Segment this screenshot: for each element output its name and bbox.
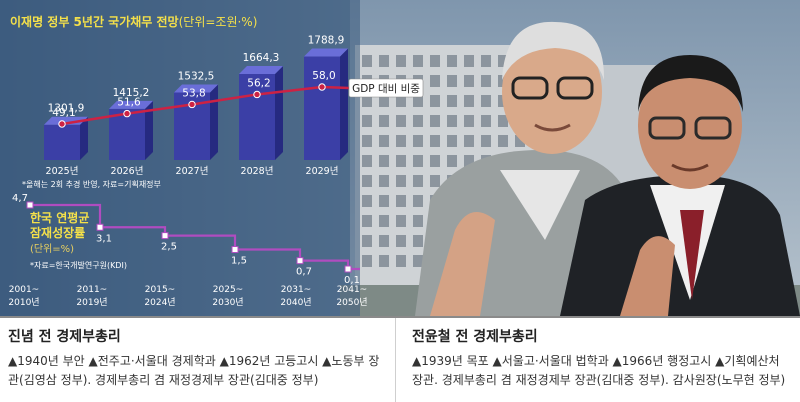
debt-bar bbox=[239, 65, 283, 160]
growth-chart-title-line2: 잠재성장률 bbox=[30, 225, 85, 240]
debt-chart-title-text: 이재명 정부 5년간 국가채무 전망 bbox=[10, 14, 179, 29]
growth-chart-title-line1: 한국 연평균 bbox=[30, 210, 89, 225]
growth-value-label: 0,7 bbox=[296, 267, 312, 278]
ratio-legend: GDP 대비 비중 bbox=[348, 78, 424, 98]
growth-value-label: 0,1 bbox=[344, 275, 360, 286]
growth-value-label: 1,5 bbox=[231, 256, 247, 267]
growth-period-label: 2024년 bbox=[144, 297, 175, 308]
growth-value-label: 4,7 bbox=[12, 193, 28, 204]
growth-period-label: 2050년 bbox=[336, 297, 367, 308]
debt-chart-title: 이재명 정부 5년간 국가채무 전망(단위=조원·%) bbox=[10, 14, 257, 29]
growth-chart: 한국 연평균 잠재성장률 (단위=%) *자료=한국개발연구원(KDI) 4,7… bbox=[8, 193, 367, 308]
profile-name: 전윤철 전 경제부총리 bbox=[412, 329, 538, 345]
debt-value-label: 1664,3 bbox=[243, 52, 280, 64]
growth-period-label: 2015~ bbox=[145, 285, 175, 295]
ratio-point bbox=[318, 83, 326, 91]
growth-period-label: 2001~ bbox=[9, 285, 39, 295]
growth-value-label: 3,1 bbox=[96, 233, 112, 244]
profile-jeon-yun-churl: 전윤철 전 경제부총리 ▲1939년 목포 ▲서울고·서울대 법학과 ▲1966… bbox=[404, 318, 800, 402]
ratio-value-label: 58,0 bbox=[312, 70, 335, 82]
debt-value-label: 1301,9 bbox=[48, 103, 85, 115]
ratio-value-label: 56,2 bbox=[247, 77, 270, 89]
ratio-point bbox=[253, 90, 261, 99]
section-divider bbox=[0, 316, 800, 318]
growth-period-label: 2010년 bbox=[8, 297, 39, 308]
growth-period-label: 2040년 bbox=[280, 297, 311, 308]
growth-point bbox=[344, 265, 352, 273]
growth-value-label: 2,5 bbox=[161, 242, 177, 253]
debt-value-label: 1532,5 bbox=[178, 70, 215, 82]
ratio-point bbox=[123, 109, 131, 118]
growth-period-label: 2041~ bbox=[337, 285, 367, 295]
growth-period-label: 2025~ bbox=[213, 285, 243, 295]
profile-bio: ▲1940년 부안 ▲전주고·서울대 경제학과 ▲1962년 고등고시 ▲노동부… bbox=[8, 354, 380, 387]
debt-bar bbox=[44, 116, 88, 160]
growth-chart-source: *자료=한국개발연구원(KDI) bbox=[30, 260, 127, 270]
growth-period-label: 2019년 bbox=[76, 297, 107, 308]
ratio-line bbox=[61, 85, 350, 126]
debt-year-label: 2026년 bbox=[111, 166, 144, 177]
debt-year-label: 2025년 bbox=[46, 166, 79, 177]
debt-bar bbox=[304, 48, 348, 160]
debt-chart: 이재명 정부 5년간 국가채무 전망(단위=조원·%) 1301,9 1415,2… bbox=[10, 14, 424, 189]
growth-period-label: 2011~ bbox=[77, 285, 107, 295]
debt-year-label: 2027년 bbox=[176, 166, 209, 177]
growth-period-label: 2030년 bbox=[212, 297, 243, 308]
profile-jin-nyum: 진념 전 경제부총리 ▲1940년 부안 ▲전주고·서울대 경제학과 ▲1962… bbox=[0, 318, 396, 402]
growth-point bbox=[231, 246, 239, 254]
debt-value-label: 1788,9 bbox=[308, 35, 345, 47]
debt-bar bbox=[109, 100, 153, 160]
portrait-jeon-yun-churl-photo bbox=[560, 55, 800, 316]
ratio-value-label: 49,1 bbox=[52, 107, 75, 119]
debt-chart-unit: (단위=조원·%) bbox=[179, 15, 258, 29]
debt-year-label: 2028년 bbox=[241, 166, 274, 177]
growth-point bbox=[296, 257, 304, 265]
ratio-point bbox=[188, 100, 196, 109]
growth-chart-unit: (단위=%) bbox=[30, 242, 74, 255]
growth-point bbox=[161, 232, 169, 240]
ratio-legend-label: GDP 대비 비중 bbox=[352, 83, 420, 95]
chart-area: 이재명 정부 5년간 국가채무 전망(단위=조원·%) 1301,9 1415,2… bbox=[0, 0, 800, 316]
growth-point bbox=[26, 201, 34, 209]
profile-bio: ▲1939년 목포 ▲서울고·서울대 법학과 ▲1966년 행정고시 ▲기획예산… bbox=[412, 354, 786, 387]
debt-year-label: 2029년 bbox=[306, 166, 339, 177]
ratio-value-label: 53,8 bbox=[182, 87, 205, 99]
growth-step-line bbox=[30, 203, 360, 271]
debt-chart-note: *올해는 2회 추경 반영, 자료=기획재정부 bbox=[22, 179, 161, 189]
profile-name: 진념 전 경제부총리 bbox=[8, 329, 121, 345]
growth-period-label: 2031~ bbox=[281, 285, 311, 295]
ratio-point bbox=[58, 120, 66, 128]
debt-value-label: 1415,2 bbox=[113, 87, 150, 99]
ratio-value-label: 51,6 bbox=[117, 97, 141, 109]
growth-point bbox=[96, 223, 104, 231]
